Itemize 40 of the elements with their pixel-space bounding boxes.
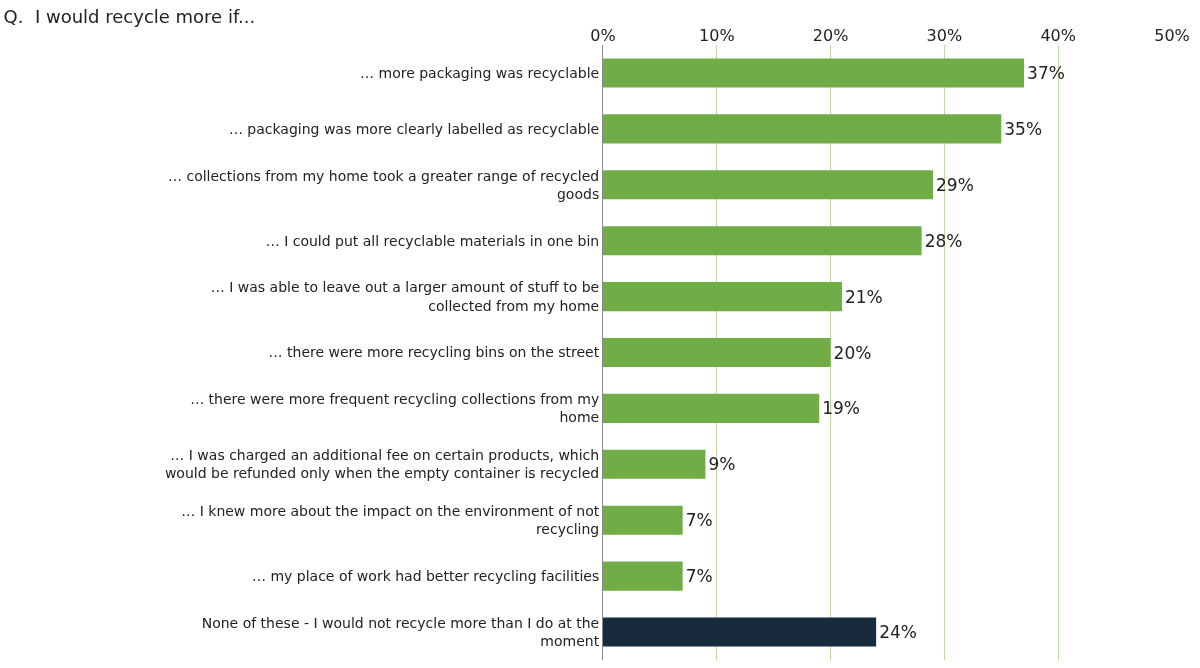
x-tick-label: 40% bbox=[1040, 25, 1076, 45]
x-tick-label: 50% bbox=[1154, 25, 1190, 45]
data-label: 19% bbox=[822, 398, 861, 419]
bar bbox=[603, 282, 842, 312]
data-label: 21% bbox=[844, 286, 883, 307]
bar bbox=[603, 617, 877, 647]
bar bbox=[603, 337, 831, 368]
y-tick-label: … more packaging was recyclable bbox=[360, 64, 600, 81]
data-label: 29% bbox=[936, 174, 974, 195]
bar bbox=[603, 114, 1002, 144]
data-label: 7% bbox=[685, 510, 713, 531]
x-tick-label: 30% bbox=[926, 25, 963, 45]
y-tick-label: … I was charged an additional fee on certain products, which would be refunded only when the empty container is recycled bbox=[164, 447, 600, 482]
bar bbox=[603, 393, 820, 423]
bar bbox=[603, 449, 706, 479]
bar bbox=[603, 561, 683, 591]
bar bbox=[603, 170, 934, 200]
data-label: 37% bbox=[1027, 62, 1065, 83]
y-tick-label: None of these - I would not recycle more than I do at the moment bbox=[201, 614, 600, 650]
data-label: 9% bbox=[708, 454, 736, 475]
text: Q. I would recycle more if... bbox=[3, 5, 256, 27]
data-label: 20% bbox=[833, 342, 872, 363]
data-label: 24% bbox=[879, 622, 917, 643]
bar bbox=[603, 58, 1025, 88]
bar bbox=[603, 226, 922, 256]
y-tick-label: … collections from my home took a greater range of recycled goods bbox=[168, 167, 600, 202]
x-tick-label: 0% bbox=[590, 25, 616, 45]
y-tick-label: … I could put all recyclable materials in one bin bbox=[265, 232, 600, 249]
x-tick-label: 10% bbox=[699, 25, 735, 45]
data-label: 7% bbox=[685, 566, 713, 587]
y-tick-label: … I knew more about the impact on the environment of not recycling bbox=[181, 503, 600, 538]
data-label: 28% bbox=[924, 230, 963, 251]
data-label: 35% bbox=[1004, 118, 1043, 139]
y-tick-label: … my place of work had better recycling facilities bbox=[252, 568, 600, 585]
y-tick-label: … I was able to leave out a larger amount of stuff to be collected from my home bbox=[210, 279, 600, 314]
y-tick-label: … packaging was more clearly labelled as recyclable bbox=[228, 120, 600, 137]
y-tick-label: … there were more frequent recycling collections from my home bbox=[190, 391, 600, 426]
y-tick-label: … there were more recycling bins on the street bbox=[268, 344, 600, 361]
bar bbox=[603, 505, 683, 535]
x-tick-label: 20% bbox=[812, 25, 849, 45]
